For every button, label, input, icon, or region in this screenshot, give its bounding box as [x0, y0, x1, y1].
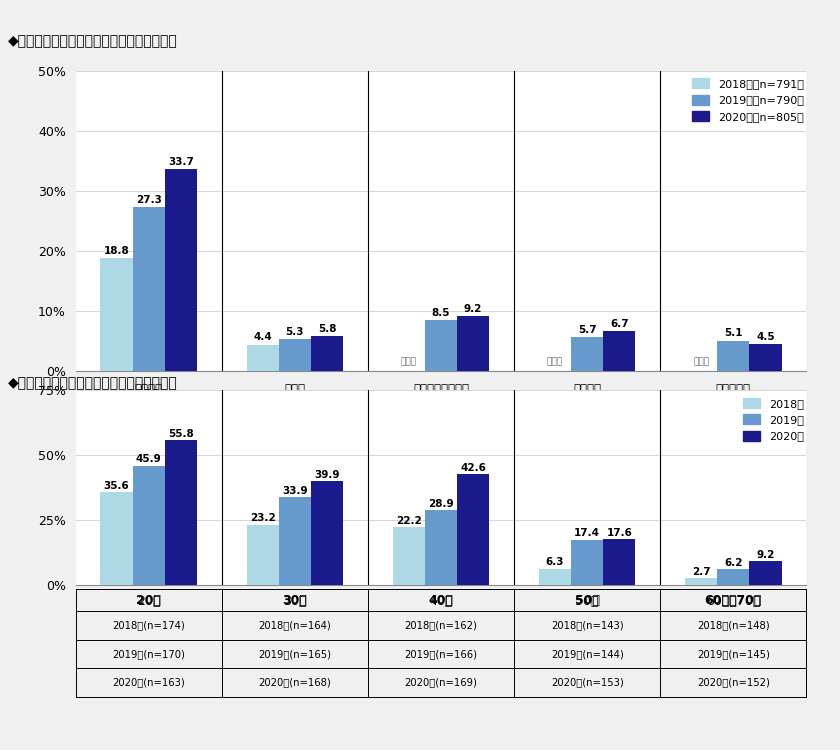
- Text: 17.4: 17.4: [575, 529, 600, 538]
- Text: 39.9: 39.9: [314, 470, 339, 480]
- Text: 30代: 30代: [282, 593, 307, 607]
- Text: 42.6: 42.6: [460, 463, 486, 473]
- Text: 40代: 40代: [428, 593, 454, 607]
- Text: 2020年(n=169): 2020年(n=169): [405, 677, 477, 688]
- Bar: [247, 525, 279, 585]
- Bar: [603, 539, 635, 585]
- Text: 5.7: 5.7: [578, 325, 596, 334]
- Text: 非聴取: 非聴取: [401, 358, 417, 367]
- Text: 9.2: 9.2: [756, 550, 774, 560]
- Text: 2018年(n=162): 2018年(n=162): [405, 620, 477, 631]
- Text: 2018年(n=164): 2018年(n=164): [259, 620, 331, 631]
- Text: 60代・70代: 60代・70代: [705, 593, 762, 607]
- Text: 4.4: 4.4: [254, 332, 272, 343]
- Bar: [101, 493, 133, 585]
- Bar: [133, 466, 165, 585]
- Bar: [749, 344, 781, 371]
- Bar: [247, 345, 279, 371]
- Text: 2019年(n=170): 2019年(n=170): [113, 649, 185, 659]
- Text: 5.3: 5.3: [286, 327, 304, 337]
- Bar: [393, 527, 425, 585]
- Text: ◆投賄サービスの利用率　対象：現役投賄家: ◆投賄サービスの利用率 対象：現役投賄家: [8, 34, 178, 48]
- Text: 45.9: 45.9: [136, 454, 161, 464]
- Text: 2019年(n=165): 2019年(n=165): [259, 649, 331, 659]
- Text: 2019年(n=144): 2019年(n=144): [551, 649, 623, 659]
- Bar: [571, 337, 603, 371]
- Text: 6.3: 6.3: [546, 557, 564, 567]
- Bar: [539, 568, 571, 585]
- Bar: [133, 208, 165, 371]
- Text: 2020年(n=168): 2020年(n=168): [259, 677, 331, 688]
- Text: 6.7: 6.7: [610, 319, 628, 328]
- Text: 22.2: 22.2: [396, 516, 422, 526]
- Text: 17.6: 17.6: [606, 528, 633, 538]
- Bar: [457, 316, 489, 371]
- Bar: [685, 578, 717, 585]
- Text: 55.8: 55.8: [168, 428, 194, 439]
- Text: ◆ポイント投賄の利用率　対象：現役投賄家: ◆ポイント投賄の利用率 対象：現役投賄家: [8, 376, 178, 391]
- Text: 2020年(n=153): 2020年(n=153): [551, 677, 623, 688]
- Text: 5.1: 5.1: [724, 328, 743, 338]
- Bar: [425, 510, 457, 585]
- Text: 8.5: 8.5: [432, 308, 450, 318]
- Text: 2018年(n=143): 2018年(n=143): [551, 620, 623, 631]
- Bar: [311, 337, 343, 371]
- Bar: [279, 340, 311, 371]
- Legend: 2018年［n=791］, 2019年［n=790］, 2020年［n=805］: 2018年［n=791］, 2019年［n=790］, 2020年［n=805］: [688, 74, 808, 126]
- Text: 33.7: 33.7: [168, 157, 194, 166]
- Text: 2020年(n=152): 2020年(n=152): [697, 677, 769, 688]
- Text: 6.2: 6.2: [724, 557, 743, 568]
- Bar: [749, 561, 781, 585]
- Text: 2.7: 2.7: [692, 567, 711, 577]
- Bar: [279, 496, 311, 585]
- Bar: [165, 440, 197, 585]
- Bar: [717, 569, 749, 585]
- Bar: [425, 320, 457, 371]
- Text: 35.6: 35.6: [103, 482, 129, 491]
- Text: 2020年(n=163): 2020年(n=163): [113, 677, 185, 688]
- Text: 2018年(n=174): 2018年(n=174): [113, 620, 185, 631]
- Text: 5.8: 5.8: [318, 324, 336, 334]
- Text: 4.5: 4.5: [756, 332, 774, 342]
- Bar: [311, 482, 343, 585]
- Text: 20代: 20代: [136, 593, 161, 607]
- Text: 非聴取: 非聴取: [547, 358, 563, 367]
- Text: 18.8: 18.8: [103, 246, 129, 256]
- Bar: [717, 340, 749, 371]
- Text: 27.3: 27.3: [136, 195, 161, 205]
- Bar: [165, 169, 197, 371]
- Text: 2019年(n=166): 2019年(n=166): [405, 649, 477, 659]
- Bar: [603, 331, 635, 371]
- Bar: [571, 540, 603, 585]
- Legend: 2018年, 2019年, 2020年: 2018年, 2019年, 2020年: [739, 394, 808, 446]
- Text: 2018年(n=148): 2018年(n=148): [697, 620, 769, 631]
- Text: 9.2: 9.2: [464, 304, 482, 313]
- Text: 23.2: 23.2: [249, 514, 276, 523]
- Text: 2019年(n=145): 2019年(n=145): [697, 649, 769, 659]
- Bar: [101, 259, 133, 371]
- Bar: [457, 474, 489, 585]
- Text: 50代: 50代: [575, 593, 600, 607]
- Text: 33.9: 33.9: [282, 485, 307, 496]
- Text: 28.9: 28.9: [428, 499, 454, 508]
- Text: 非聴取: 非聴取: [693, 358, 709, 367]
